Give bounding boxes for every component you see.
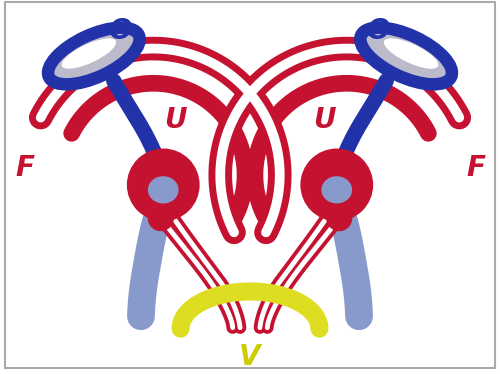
Circle shape [128,149,199,221]
Ellipse shape [322,176,352,203]
Ellipse shape [384,39,438,69]
Text: U: U [313,107,336,135]
Text: V: V [239,343,261,371]
Text: F: F [15,154,34,181]
Text: O: O [367,17,390,45]
Circle shape [327,206,351,230]
Text: U: U [164,107,187,135]
Ellipse shape [48,28,140,85]
Text: O: O [110,17,133,45]
Ellipse shape [360,28,452,85]
Text: F: F [466,154,485,181]
Circle shape [301,149,372,221]
Ellipse shape [148,176,178,203]
Circle shape [148,206,173,230]
Ellipse shape [62,39,116,69]
